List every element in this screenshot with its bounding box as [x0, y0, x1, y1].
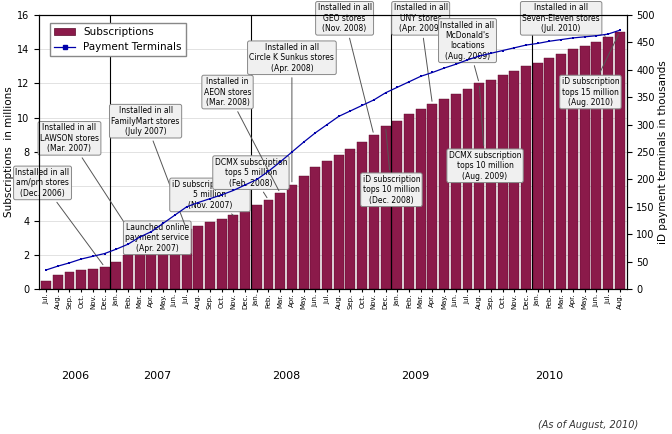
Bar: [451, 94, 461, 289]
Text: (As of August, 2010): (As of August, 2010): [538, 420, 638, 430]
Text: DCMX subscription
tops 10 million
(Aug. 2009): DCMX subscription tops 10 million (Aug. …: [449, 86, 521, 181]
Bar: [194, 226, 203, 289]
Bar: [205, 222, 215, 289]
Bar: [99, 267, 110, 289]
Text: 2009: 2009: [401, 372, 429, 381]
Bar: [65, 272, 75, 289]
Bar: [298, 176, 308, 289]
Text: iD subscription tops
5 million
(Nov. 2007): iD subscription tops 5 million (Nov. 200…: [171, 180, 248, 215]
Bar: [603, 37, 613, 289]
Bar: [158, 236, 168, 289]
Bar: [357, 142, 367, 289]
Bar: [568, 49, 578, 289]
Bar: [263, 200, 274, 289]
Bar: [591, 43, 601, 289]
Text: DCMX subscription
tops 5 million
(Feb. 2008): DCMX subscription tops 5 million (Feb. 2…: [214, 158, 287, 198]
Bar: [170, 233, 180, 289]
Bar: [392, 121, 403, 289]
Bar: [427, 104, 437, 289]
Bar: [521, 66, 531, 289]
Y-axis label: Subscriptions  in millions: Subscriptions in millions: [4, 87, 14, 217]
Y-axis label: iD payment terminals in thousands: iD payment terminals in thousands: [658, 60, 668, 244]
Text: Installed in all
LAWSON stores
(Mar. 2007): Installed in all LAWSON stores (Mar. 200…: [40, 123, 138, 244]
Text: iD subscription
tops 15 million
(Aug. 2010): iD subscription tops 15 million (Aug. 20…: [562, 35, 619, 107]
Bar: [287, 184, 297, 289]
Bar: [486, 80, 496, 289]
Text: Installed in all
GEO stores
(Nov. 2008): Installed in all GEO stores (Nov. 2008): [317, 3, 373, 132]
Text: Installed in
AEON stores
(Mar. 2008): Installed in AEON stores (Mar. 2008): [204, 77, 279, 191]
Text: Installed in all
FamilyMart stores
(July 2007): Installed in all FamilyMart stores (July…: [112, 106, 185, 227]
Text: iD subscription
tops 10 million
(Dec. 2008): iD subscription tops 10 million (Dec. 20…: [363, 129, 420, 205]
Bar: [404, 114, 414, 289]
Bar: [615, 32, 625, 289]
Bar: [380, 126, 390, 289]
Bar: [498, 75, 507, 289]
Bar: [88, 269, 98, 289]
Text: 2006: 2006: [61, 372, 89, 381]
Text: 2010: 2010: [536, 372, 564, 381]
Text: Installed in all
Seven-Eleven stores
(Jul. 2010): Installed in all Seven-Eleven stores (Ju…: [522, 3, 605, 36]
Bar: [76, 270, 86, 289]
Bar: [556, 54, 566, 289]
Bar: [462, 89, 472, 289]
Text: Installed in all
McDonald's
locations
(Aug. 2009): Installed in all McDonald's locations (A…: [440, 20, 495, 81]
Bar: [310, 168, 321, 289]
Bar: [276, 193, 285, 289]
Bar: [533, 63, 543, 289]
Bar: [322, 161, 332, 289]
Text: 2008: 2008: [272, 372, 300, 381]
Bar: [509, 72, 519, 289]
Bar: [252, 205, 262, 289]
Bar: [439, 99, 449, 289]
Bar: [369, 135, 379, 289]
Bar: [345, 148, 355, 289]
Bar: [41, 281, 51, 289]
Bar: [579, 46, 589, 289]
Bar: [53, 276, 62, 289]
Bar: [474, 83, 485, 289]
Bar: [181, 229, 192, 289]
Text: 2007: 2007: [143, 372, 171, 381]
Bar: [146, 241, 157, 289]
Text: Launched online
payment service
(Apr. 2007): Launched online payment service (Apr. 20…: [126, 223, 190, 253]
Bar: [544, 58, 554, 289]
Text: Installed in all
am/pm stores
(Dec. 2006): Installed in all am/pm stores (Dec. 2006…: [15, 168, 103, 265]
Bar: [240, 210, 250, 289]
Bar: [112, 262, 121, 289]
Bar: [123, 255, 133, 289]
Legend: Subscriptions, Payment Terminals: Subscriptions, Payment Terminals: [50, 23, 186, 56]
Bar: [228, 215, 239, 289]
Bar: [416, 109, 425, 289]
Text: Installed in all
Circle K Sunkus stores
(Apr. 2008): Installed in all Circle K Sunkus stores …: [249, 43, 335, 182]
Bar: [216, 219, 226, 289]
Bar: [334, 155, 343, 289]
Bar: [135, 247, 144, 289]
Text: Installed in all
UNY stores
(Apr. 2009): Installed in all UNY stores (Apr. 2009): [394, 3, 448, 101]
